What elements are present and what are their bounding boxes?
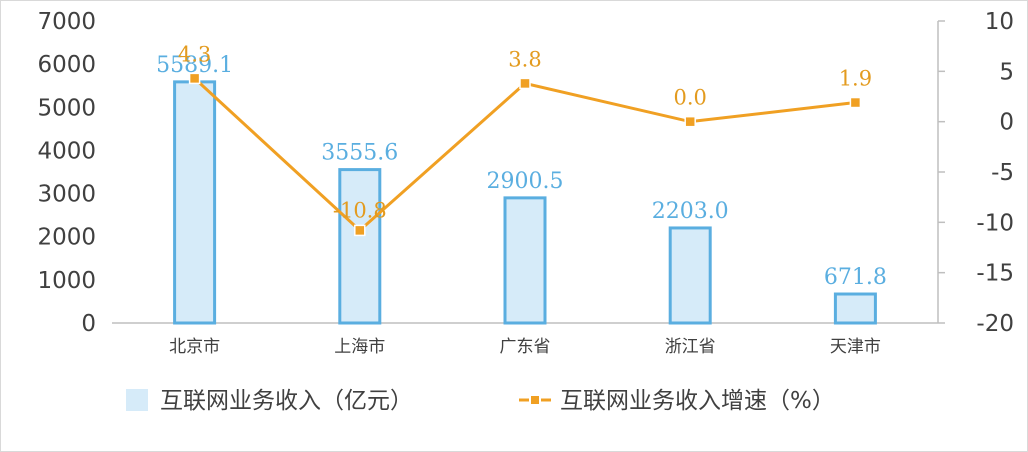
y-left-tick-label: 6000 xyxy=(37,52,96,78)
bar xyxy=(833,292,877,325)
legend-bar-swatch xyxy=(126,389,148,411)
growth-point xyxy=(354,224,366,237)
y-right-tick-label: -5 xyxy=(991,160,1014,186)
bar-value-label: 5589.1 xyxy=(156,53,233,78)
y-right-tick-label: -20 xyxy=(976,311,1014,337)
y-left-tick-label: 3000 xyxy=(37,182,96,208)
x-tick-label: 上海市 xyxy=(334,337,385,357)
y-right-tick-label: 5 xyxy=(999,59,1014,85)
data-labels: 5589.1 3555.6 2900.5 2203.0 671.8 4.3 -10.8 3.8… xyxy=(156,42,887,290)
bar-value-label: 2900.5 xyxy=(487,169,564,194)
growth-value-label: 3.8 xyxy=(508,47,541,71)
y-right-tick-label: -15 xyxy=(976,261,1014,287)
legend-line-label: 互联网业务收入增速（%） xyxy=(560,388,835,414)
y-left-tick-label: 4000 xyxy=(37,138,96,164)
growth-value-label: 4.3 xyxy=(178,42,211,66)
bar-value-label: 3555.6 xyxy=(321,141,398,166)
growth-point xyxy=(188,72,201,85)
y-left-tick-label: 2000 xyxy=(37,225,96,251)
bars xyxy=(173,80,877,325)
x-tick-label: 天津市 xyxy=(830,337,881,357)
x-tick-label: 广东省 xyxy=(500,337,551,357)
bar xyxy=(503,196,547,325)
bar-value-label: 671.8 xyxy=(824,265,887,290)
growth-value-label: 0.0 xyxy=(673,86,706,110)
growth-value-label: 1.9 xyxy=(839,67,872,91)
bar-value-label: 2203.0 xyxy=(652,199,729,224)
bar xyxy=(668,226,712,325)
legend-bar-label: 互联网业务收入（亿元） xyxy=(160,388,413,414)
y-right-tick-label: 0 xyxy=(999,110,1014,136)
axes: 0 1000 2000 3000 4000 5000 6000 7000 -20 -15 -10 -5… xyxy=(37,9,1014,357)
growth-point xyxy=(684,115,696,128)
x-tick-label: 北京市 xyxy=(169,337,220,357)
growth-value-label: -10.8 xyxy=(333,198,387,222)
bar xyxy=(173,80,217,325)
y-left-tick-label: 7000 xyxy=(37,9,96,35)
y-right-tick-label: -10 xyxy=(976,210,1014,236)
y-left-tick-label: 1000 xyxy=(37,268,96,294)
x-tick-label: 浙江省 xyxy=(665,337,716,357)
y-left-tick-label: 0 xyxy=(81,311,96,337)
y-right-tick-label: 10 xyxy=(985,9,1014,35)
bar xyxy=(338,168,382,325)
growth-point xyxy=(849,96,862,109)
legend-line-marker xyxy=(529,394,541,406)
y-left-tick-label: 5000 xyxy=(37,95,96,121)
legend: 互联网业务收入（亿元） 互联网业务收入增速（%） xyxy=(126,388,835,414)
growth-point xyxy=(519,77,531,90)
growth-line xyxy=(188,72,862,237)
